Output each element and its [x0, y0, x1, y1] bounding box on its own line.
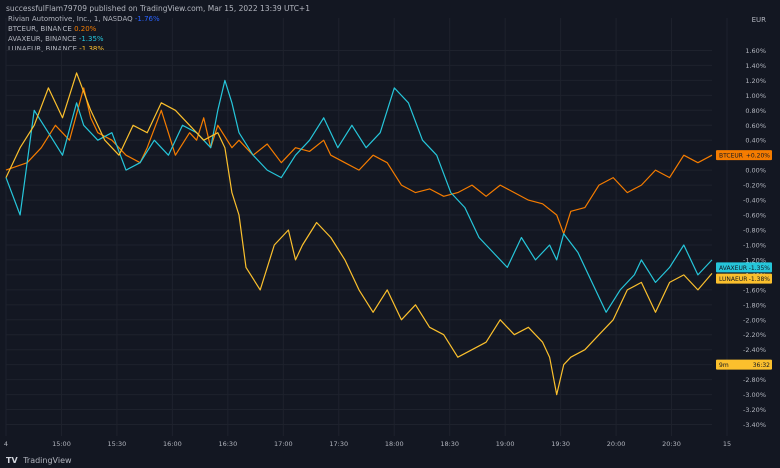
series-line-avaxeur[interactable]	[5, 79, 713, 313]
y-tick-label: 0.40%	[745, 137, 766, 145]
x-tick-label: 20:00	[607, 440, 626, 448]
legend-name: AVAXEUR, BINANCE	[8, 35, 77, 43]
legend-entry-avaxeur[interactable]: AVAXEUR, BINANCE -1.35%	[8, 34, 160, 44]
axis-currency-label: EUR	[752, 16, 767, 24]
value-tag-value: -1.38%	[749, 276, 771, 283]
y-tick-label: -0.80%	[743, 227, 766, 235]
value-tag-label: LUNAEUR	[719, 276, 747, 283]
x-tick-label: 17:30	[329, 440, 348, 448]
y-tick-label: 0.80%	[745, 107, 766, 115]
legend-entry-lunaeur[interactable]: LUNAEUR, BINANCE -1.38%	[8, 44, 160, 54]
grid	[5, 18, 728, 436]
y-tick-label: 0.60%	[745, 122, 766, 130]
x-tick-label: 16:00	[163, 440, 182, 448]
y-tick-label: -2.20%	[743, 331, 766, 339]
y-tick-label: -1.20%	[743, 256, 766, 264]
y-tick-label: 0.00%	[745, 167, 766, 175]
value-tag-bg	[716, 150, 772, 161]
value-tag: AVAXEUR -1.35%	[716, 262, 772, 273]
legend-name: Rivian Automotive, Inc., 1, NASDAQ	[8, 15, 133, 23]
value-tag-bg	[716, 359, 772, 370]
value-tag: BTCEUR +0.20%	[716, 150, 772, 161]
x-tick-label: 19:00	[496, 440, 515, 448]
y-tick-label: -0.20%	[743, 182, 766, 190]
x-tick-label: 19:30	[551, 440, 570, 448]
value-tag-label: BTCEUR	[719, 153, 743, 160]
legend-change: -1.35%	[78, 35, 104, 43]
x-tick-label: 18:30	[440, 440, 459, 448]
x-tick-label: 20:30	[662, 440, 681, 448]
publish-line: successfulFlam79709 published on Trading…	[6, 4, 310, 13]
y-tick-label: -3.20%	[743, 406, 766, 414]
x-tick-label: 17:00	[274, 440, 293, 448]
value-tag-bg	[716, 273, 772, 284]
legend-change: -1.76%	[134, 15, 160, 23]
legend: Rivian Automotive, Inc., 1, NASDAQ -1.76…	[8, 14, 160, 54]
y-tick-label: 1.40%	[745, 62, 766, 70]
y-tick-label: -2.80%	[743, 376, 766, 384]
footer-brand[interactable]: TV TradingView	[6, 456, 72, 465]
value-tag-value: -1.35%	[749, 265, 771, 272]
legend-entry-btceur[interactable]: BTCEUR, BINANCE 0.20%	[8, 24, 160, 34]
x-tick-label: 4	[4, 440, 8, 448]
x-tick-label: 16:30	[218, 440, 237, 448]
y-tick-label: 1.60%	[745, 47, 766, 55]
value-tag-label: AVAXEUR	[719, 265, 747, 272]
x-axis[interactable]: 4 15:00 15:30 16:00 16:30 17:00 17:30 18:00 18:3…	[4, 440, 731, 448]
legend-change: 0.20%	[74, 25, 97, 33]
legend-change: -1.38%	[79, 45, 104, 53]
series-line-lunaeur[interactable]	[5, 72, 713, 396]
series-lines	[5, 72, 713, 396]
x-tick-label: 15	[723, 440, 731, 448]
value-tag-value: 36:32	[753, 362, 770, 369]
value-tag-label: 9m	[719, 362, 729, 369]
x-tick-label: 15:00	[52, 440, 71, 448]
tradingview-logo-icon: TV	[6, 456, 18, 465]
y-tick-label: -0.60%	[743, 212, 766, 220]
y-tick-label: -0.40%	[743, 197, 766, 205]
value-tags: BTCEUR +0.20%AVAXEUR -1.35%LUNAEUR -1.38%9m…	[716, 150, 772, 370]
legend-name: LUNAEUR, BINANCE	[8, 45, 77, 53]
x-tick-label: 18:00	[385, 440, 404, 448]
brand-name: TradingView	[23, 456, 72, 465]
x-tick-label: 15:30	[108, 440, 127, 448]
y-tick-label: -2.00%	[743, 316, 766, 324]
y-tick-label: -1.80%	[743, 301, 766, 309]
y-tick-label: -3.00%	[743, 391, 766, 399]
y-tick-label: 1.20%	[745, 77, 766, 85]
legend-name: BTCEUR, BINANCE	[8, 25, 72, 33]
legend-entry-rivian[interactable]: Rivian Automotive, Inc., 1, NASDAQ -1.76…	[8, 14, 160, 24]
y-tick-label: -2.40%	[743, 346, 766, 354]
y-tick-label: -1.00%	[743, 241, 766, 249]
value-tag-value: +0.20%	[746, 153, 770, 160]
value-tag: 9m 36:32	[716, 359, 772, 370]
value-tag-bg	[716, 262, 772, 273]
value-tag: LUNAEUR -1.38%	[716, 273, 772, 284]
y-tick-label: -3.40%	[743, 421, 766, 429]
y-tick-label: -1.60%	[743, 286, 766, 294]
series-line-btceur[interactable]	[5, 87, 713, 235]
y-tick-label: 1.00%	[745, 92, 766, 100]
